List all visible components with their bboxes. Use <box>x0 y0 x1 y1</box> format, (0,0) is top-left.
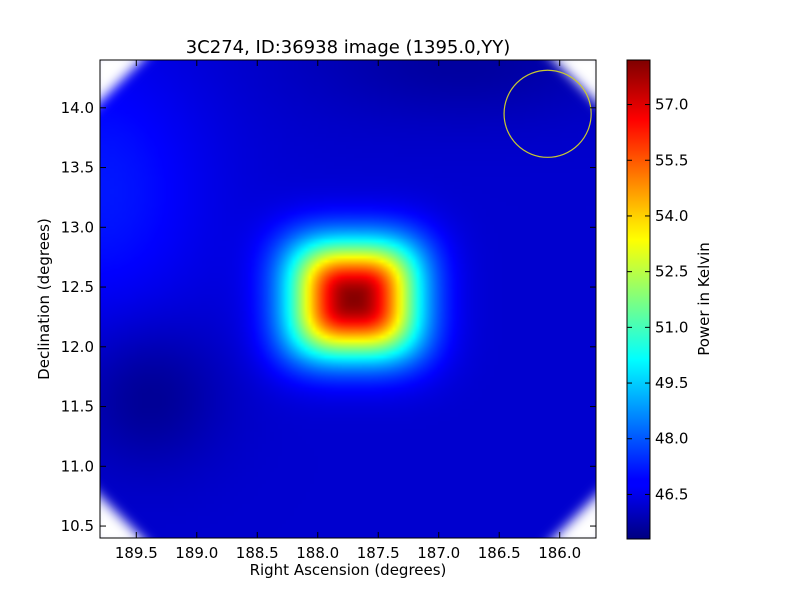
colorbar-tick-label: 51.0 <box>655 318 688 336</box>
colorbar: 46.5 48.0 49.5 51.0 52.5 54.0 55.5 57.0 Power i… <box>626 59 713 540</box>
y-tick-label: 10.5 <box>61 517 94 535</box>
x-tick-label: 188.5 <box>236 544 279 562</box>
corner-mask-0 <box>100 60 142 102</box>
colorbar-tick-label: 55.5 <box>655 151 688 169</box>
beam-circle <box>503 69 592 158</box>
x-tick-label: 186.5 <box>478 544 521 562</box>
x-tick-label: 187.0 <box>417 544 460 562</box>
x-tick-label: 189.5 <box>115 544 158 562</box>
colorbar-label: Power in Kelvin <box>695 242 713 356</box>
colorbar-gradient <box>627 60 650 539</box>
plot-frame <box>99 59 597 539</box>
colorbar-tick-label: 57.0 <box>655 96 688 114</box>
y-axis-label: Declination (degrees) <box>35 218 53 380</box>
colorbar-frame <box>626 59 651 540</box>
x-axis-label: Right Ascension (degrees) <box>250 561 447 579</box>
y-tick-label: 11.0 <box>61 457 94 475</box>
colorbar-tick-label: 46.5 <box>655 485 688 503</box>
chart-title: 3C274, ID:36938 image (1395.0,YY) <box>186 37 511 58</box>
y-tick-label: 12.0 <box>61 338 94 356</box>
colorbar-tick-label: 48.0 <box>655 430 688 448</box>
corner-mask-3 <box>554 496 596 538</box>
x-tick-label: 186.0 <box>538 544 581 562</box>
colorbar-tick-label: 54.0 <box>655 207 688 225</box>
colorbar-tick-label: 49.5 <box>655 374 688 392</box>
x-tick-label: 188.0 <box>296 544 339 562</box>
heatmap-image <box>100 60 596 538</box>
y-tick-label: 11.5 <box>61 398 94 416</box>
y-axis-ticks: 10.5 11.0 11.5 12.0 12.5 13.0 13.5 14.0 <box>61 99 596 535</box>
x-axis-ticks: 189.5 189.0 188.5 188.0 187.5 187.0 186.5 186.0 <box>115 60 581 562</box>
colorbar-ticks: 46.5 48.0 49.5 51.0 52.5 54.0 55.5 57.0 <box>627 96 688 503</box>
plot-area <box>99 59 597 539</box>
y-tick-label: 12.5 <box>61 278 94 296</box>
y-tick-label: 13.5 <box>61 159 94 177</box>
y-tick-label: 13.0 <box>61 218 94 236</box>
x-tick-label: 189.0 <box>175 544 218 562</box>
colorbar-tick-label: 52.5 <box>655 263 688 281</box>
x-tick-label: 187.5 <box>357 544 400 562</box>
y-tick-label: 14.0 <box>61 99 94 117</box>
corner-mask-2 <box>100 496 142 538</box>
